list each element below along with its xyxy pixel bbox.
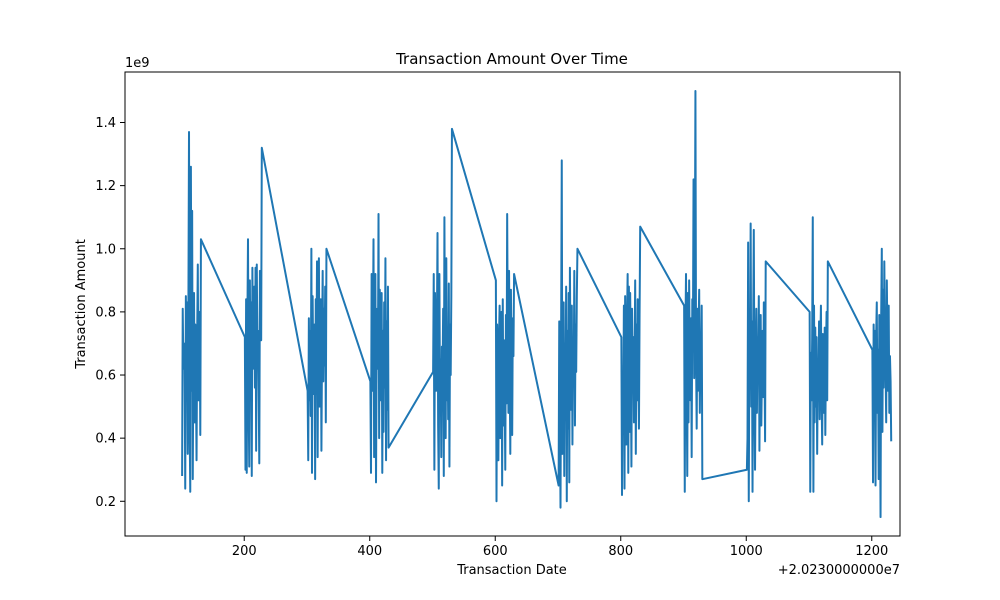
y-axis-label: Transaction Amount xyxy=(74,239,89,370)
y-tick-label: 0.4 xyxy=(95,432,116,447)
x-tick-label: 400 xyxy=(357,544,382,559)
x-tick-label: 200 xyxy=(232,544,257,559)
y-tick-label: 0.6 xyxy=(95,369,116,384)
y-tick-label: 1.4 xyxy=(95,116,116,131)
plot-area xyxy=(124,71,901,537)
x-axis: 200 400 600 800 1000 1200 xyxy=(232,536,888,559)
x-tick-label: 1200 xyxy=(855,544,888,559)
x-tick-label: 600 xyxy=(483,544,508,559)
y-tick-label: 1.0 xyxy=(95,242,116,257)
chart-title: Transaction Amount Over Time xyxy=(395,50,628,68)
x-offset-label: +2.0230000000e7 xyxy=(778,563,900,578)
y-axis: 0.2 0.4 0.6 0.8 1.0 1.2 1.4 xyxy=(95,116,125,510)
x-tick-label: 1000 xyxy=(730,544,763,559)
axes-frame xyxy=(124,71,901,537)
y-tick-label: 1.2 xyxy=(95,179,116,194)
y-tick-label: 0.2 xyxy=(95,495,116,510)
y-tick-label: 0.8 xyxy=(95,305,116,320)
x-tick-label: 800 xyxy=(608,544,633,559)
x-axis-label: Transaction Date xyxy=(456,563,567,578)
series-line-transaction-amount xyxy=(181,89,893,519)
y-scale-label: 1e9 xyxy=(125,56,150,71)
